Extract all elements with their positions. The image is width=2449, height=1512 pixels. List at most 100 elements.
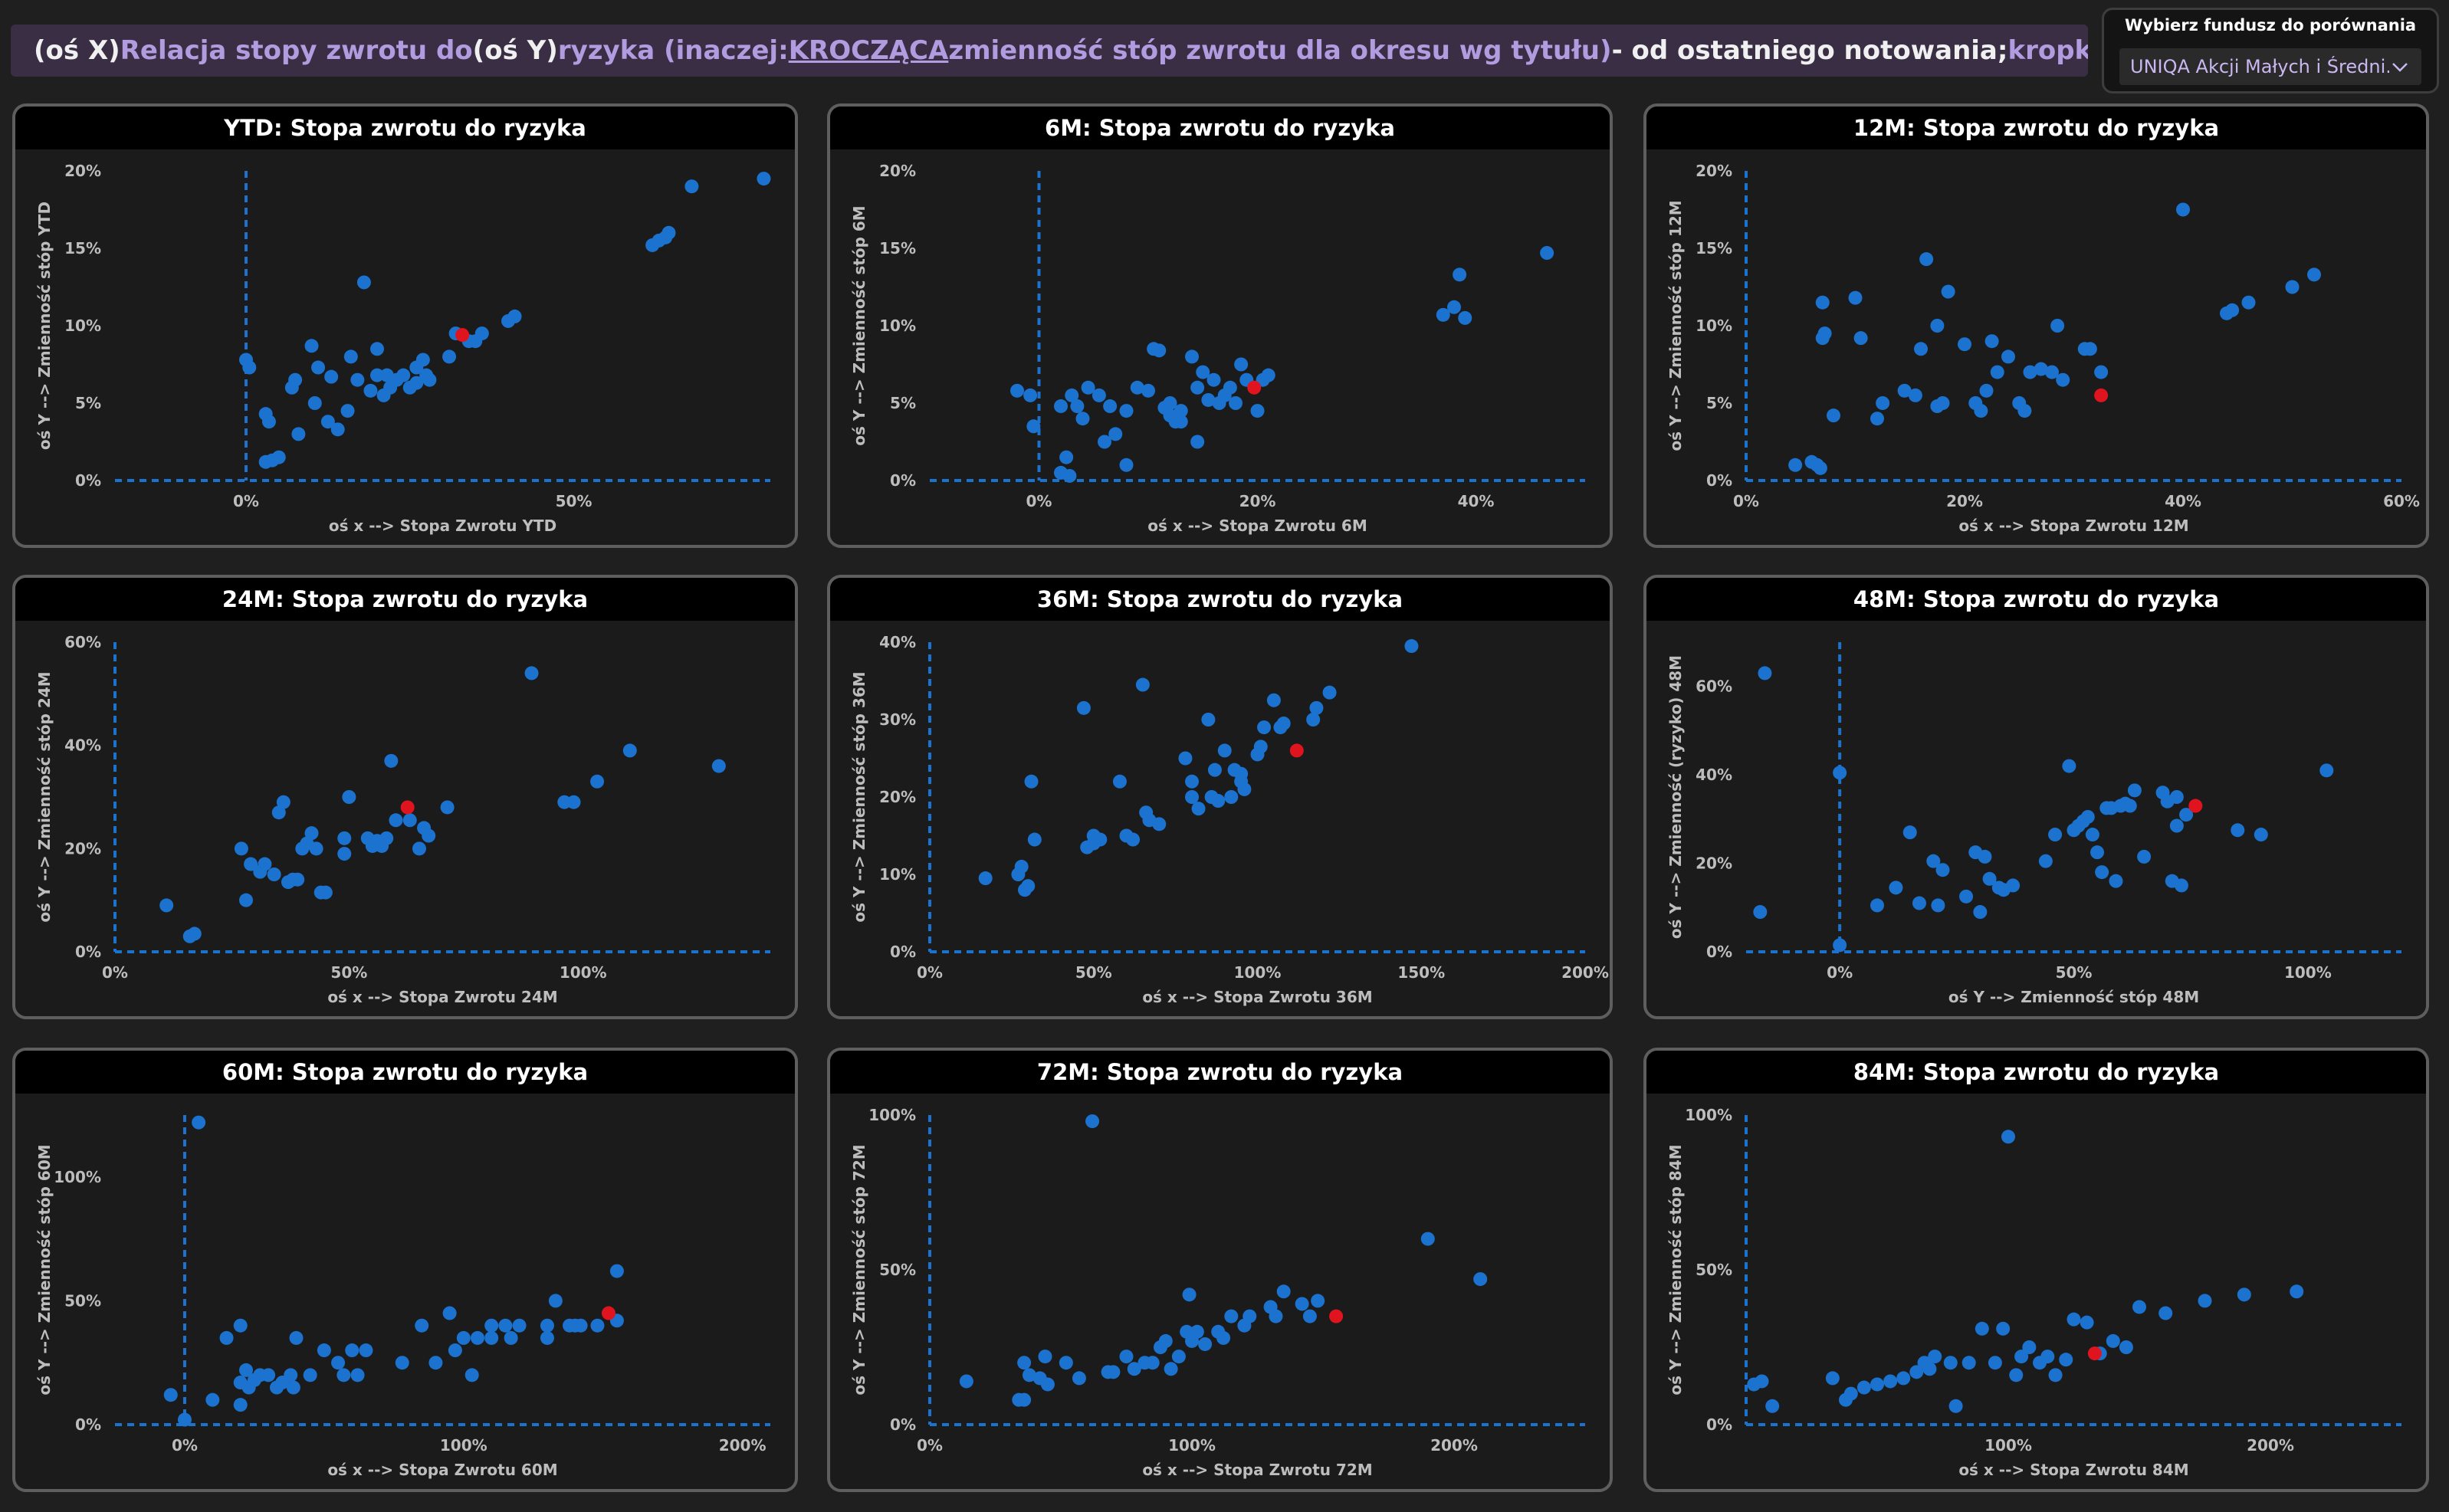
fund-point[interactable] — [1163, 396, 1177, 410]
fund-point[interactable] — [1185, 774, 1199, 789]
fund-point[interactable] — [2080, 1315, 2094, 1330]
fund-point[interactable] — [1182, 1287, 1197, 1302]
fund-point[interactable] — [1237, 782, 1252, 796]
fund-point[interactable] — [1224, 790, 1239, 804]
fund-point[interactable] — [1309, 700, 1324, 715]
fund-point[interactable] — [978, 871, 993, 886]
fund-point[interactable] — [289, 1330, 304, 1345]
fund-point[interactable] — [345, 1343, 359, 1358]
fund-point[interactable] — [261, 1368, 276, 1382]
fund-point[interactable] — [1958, 337, 1971, 352]
fund-point[interactable] — [1753, 905, 1768, 920]
fund-point[interactable] — [2038, 854, 2053, 868]
fund-point[interactable] — [363, 383, 378, 398]
fund-point[interactable] — [1817, 326, 1832, 341]
fund-point[interactable] — [1014, 859, 1029, 874]
fund-dropdown[interactable]: UNIQA Akcji Małych i Średni... — [2119, 48, 2421, 85]
fund-point[interactable] — [1190, 1324, 1204, 1339]
fund-point[interactable] — [428, 1356, 443, 1370]
fund-point[interactable] — [1266, 693, 1281, 707]
fund-point[interactable] — [1302, 1309, 1317, 1323]
fund-point[interactable] — [1070, 399, 1085, 414]
fund-point[interactable] — [1253, 740, 1268, 754]
fund-point[interactable] — [1896, 1371, 1911, 1386]
fund-point[interactable] — [2050, 319, 2065, 333]
fund-point[interactable] — [1081, 380, 1095, 395]
fund-point[interactable] — [1024, 774, 1039, 789]
selected-fund-point[interactable] — [2094, 388, 2109, 402]
fund-point[interactable] — [1827, 408, 1840, 423]
fund-point[interactable] — [1211, 794, 1226, 808]
fund-point[interactable] — [239, 1363, 253, 1377]
fund-point[interactable] — [1870, 898, 1884, 913]
fund-point[interactable] — [573, 1318, 588, 1333]
fund-point[interactable] — [2122, 799, 2137, 813]
fund-point[interactable] — [1311, 1294, 1325, 1308]
fund-point[interactable] — [1106, 1365, 1121, 1379]
fund-point[interactable] — [1984, 334, 1999, 349]
selected-fund-point[interactable] — [2188, 799, 2203, 813]
fund-point[interactable] — [1948, 1399, 1963, 1413]
selected-fund-point[interactable] — [455, 328, 470, 343]
fund-point[interactable] — [1119, 404, 1134, 418]
fund-point[interactable] — [1870, 412, 1884, 426]
fund-point[interactable] — [1788, 458, 1803, 472]
fund-point[interactable] — [2174, 878, 2188, 893]
fund-point[interactable] — [1458, 310, 1472, 325]
fund-point[interactable] — [343, 349, 358, 364]
fund-point[interactable] — [540, 1330, 554, 1345]
fund-point[interactable] — [350, 1368, 365, 1382]
fund-point[interactable] — [1931, 898, 1945, 913]
fund-point[interactable] — [359, 1343, 373, 1358]
fund-point[interactable] — [1243, 1309, 1257, 1323]
fund-point[interactable] — [1085, 1114, 1100, 1129]
fund-point[interactable] — [609, 1264, 624, 1278]
fund-point[interactable] — [757, 172, 771, 186]
fund-point[interactable] — [258, 857, 272, 871]
fund-point[interactable] — [409, 376, 424, 390]
fund-point[interactable] — [1276, 717, 1291, 731]
fund-point[interactable] — [1207, 763, 1222, 777]
fund-point[interactable] — [2127, 783, 2142, 798]
chevron-down-icon[interactable] — [2389, 56, 2411, 77]
fund-point[interactable] — [1909, 1365, 1924, 1379]
fund-point[interactable] — [1870, 1377, 1884, 1392]
fund-point[interactable] — [2254, 828, 2268, 842]
fund-point[interactable] — [959, 1374, 973, 1389]
fund-point[interactable] — [1216, 1330, 1231, 1345]
fund-point[interactable] — [1185, 790, 1199, 804]
fund-point[interactable] — [1026, 419, 1041, 434]
fund-point[interactable] — [2094, 365, 2109, 379]
selected-fund-point[interactable] — [400, 800, 415, 815]
fund-point[interactable] — [2169, 818, 2184, 833]
fund-point[interactable] — [2017, 404, 2032, 418]
fund-point[interactable] — [331, 1356, 346, 1370]
fund-point[interactable] — [2001, 349, 2015, 364]
fund-point[interactable] — [498, 1318, 513, 1333]
fund-point[interactable] — [1269, 1309, 1283, 1323]
fund-point[interactable] — [1185, 349, 1199, 364]
fund-point[interactable] — [2307, 267, 2321, 282]
fund-point[interactable] — [1974, 404, 1988, 418]
fund-point[interactable] — [242, 360, 257, 375]
fund-point[interactable] — [1420, 1232, 1435, 1246]
fund-point[interactable] — [233, 1318, 248, 1333]
fund-point[interactable] — [1017, 1356, 1032, 1370]
fund-point[interactable] — [2006, 878, 2021, 893]
fund-selector[interactable]: Wybierz fundusz do porównania UNIQA Akcj… — [2102, 8, 2439, 93]
fund-point[interactable] — [396, 368, 411, 382]
fund-point[interactable] — [276, 795, 291, 809]
fund-point[interactable] — [379, 831, 394, 845]
fund-point[interactable] — [1813, 461, 1827, 475]
fund-point[interactable] — [2176, 202, 2190, 217]
fund-point[interactable] — [1453, 267, 1467, 282]
fund-point[interactable] — [284, 1368, 298, 1382]
fund-point[interactable] — [1988, 1356, 2002, 1370]
selected-fund-point[interactable] — [1289, 743, 1304, 758]
fund-point[interactable] — [2090, 845, 2105, 860]
fund-point[interactable] — [1912, 896, 1926, 910]
fund-point[interactable] — [1261, 368, 1275, 382]
fund-point[interactable] — [1075, 412, 1090, 426]
fund-point[interactable] — [205, 1392, 220, 1407]
fund-point[interactable] — [2241, 295, 2256, 310]
